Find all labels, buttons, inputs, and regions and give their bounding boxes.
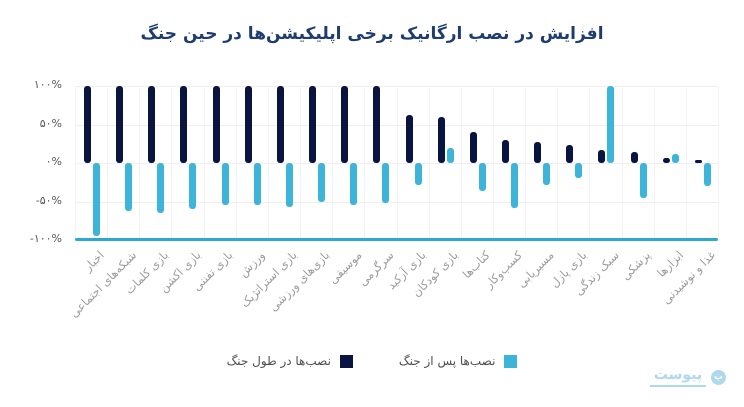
gridline-vertical [332, 86, 334, 240]
bar-during-war [373, 86, 381, 163]
bar-after-war [703, 163, 711, 187]
peivast-logo-text-wrap: پیوست [650, 367, 706, 387]
gridline-vertical [460, 86, 462, 240]
bar-after-war [446, 147, 454, 163]
bar-during-war [437, 116, 445, 163]
bar-during-war [148, 86, 156, 163]
y-axis-tick-label: -۵۰% [35, 193, 62, 207]
x-axis-category-label: اخبار [80, 248, 107, 275]
y-axis-tick-label: ۰% [45, 155, 62, 168]
bar-after-war [253, 163, 261, 205]
peivast-logo-underline [650, 385, 706, 387]
bar-during-war [212, 86, 220, 163]
bar-during-war [566, 145, 574, 163]
bar-after-war [607, 86, 615, 163]
bar-during-war [469, 132, 477, 163]
bar-after-war [189, 163, 197, 210]
bar-after-war [350, 163, 358, 205]
bar-during-war [84, 86, 91, 163]
bar-after-war [639, 163, 647, 199]
gridline-vertical [364, 86, 366, 240]
peivast-logo: پیوست پ [650, 367, 726, 387]
legend-swatch-after-war [504, 354, 518, 368]
plot-area [75, 86, 719, 241]
chart-title: افزایش در نصب ارگانیک برخی اپلیکیشن‌ها د… [140, 24, 604, 44]
y-axis-tick-label: ۱۰۰% [33, 78, 62, 91]
gridline-vertical [428, 86, 430, 240]
legend-swatch-during-war [339, 354, 353, 368]
x-axis-category-label: پزشکی [618, 248, 654, 283]
bar-during-war [276, 86, 284, 163]
gridline-vertical [492, 86, 494, 240]
peivast-logo-text: پیوست [653, 367, 703, 383]
bar-after-war [157, 163, 165, 214]
peivast-logo-circle-icon: پ [711, 369, 726, 385]
legend-item-during-war: نصب‌ها در طول جنگ [227, 354, 353, 368]
bar-during-war [694, 159, 702, 163]
gridline-vertical [653, 86, 655, 240]
gridline-vertical [685, 86, 687, 240]
bar-after-war [478, 163, 486, 191]
gridline-vertical [718, 86, 719, 240]
gridline-vertical [203, 86, 205, 240]
gridline-vertical [525, 86, 527, 240]
legend: نصب‌ها در طول جنگ نصب‌ها پس از جنگ [0, 354, 744, 368]
bar-during-war [598, 149, 606, 163]
bar-during-war [662, 158, 670, 163]
bar-during-war [309, 86, 316, 163]
gridline-vertical [235, 86, 237, 240]
bar-during-war [180, 86, 188, 163]
legend-label-during-war: نصب‌ها در طول جنگ [226, 354, 331, 368]
bar-during-war [630, 151, 638, 163]
gridline-vertical [75, 86, 76, 240]
bar-after-war [510, 163, 518, 208]
bar-after-war [318, 163, 325, 202]
bar-after-war [575, 163, 583, 178]
bar-after-war [382, 163, 390, 203]
gridline-vertical [396, 86, 398, 240]
bar-after-war [671, 153, 679, 163]
gridline-vertical [300, 86, 302, 240]
legend-label-after-war: نصب‌ها پس از جنگ [398, 354, 496, 368]
gridline-vertical [557, 86, 559, 240]
bar-during-war [244, 86, 252, 163]
bar-after-war [221, 163, 229, 205]
y-axis-tick-label: ۵۰% [39, 116, 62, 130]
gridline-vertical [171, 86, 173, 240]
gridline-vertical [139, 86, 141, 240]
bar-during-war [534, 142, 542, 163]
bar-during-war [116, 86, 124, 163]
gridline-vertical [107, 86, 109, 240]
bar-after-war [543, 163, 551, 185]
x-axis-baseline [75, 238, 718, 241]
y-axis-tick-label: -۱۰۰% [29, 232, 62, 245]
gridline-vertical [589, 86, 591, 240]
bar-after-war [414, 163, 422, 185]
gridline-vertical [267, 86, 269, 240]
legend-item-after-war: نصب‌ها پس از جنگ [399, 354, 518, 368]
bar-during-war [501, 139, 509, 163]
bar-after-war [125, 163, 133, 211]
bar-after-war [93, 163, 100, 237]
bar-after-war [285, 163, 293, 207]
gridline-vertical [621, 86, 623, 240]
bar-during-war [405, 114, 413, 163]
bar-during-war [341, 86, 349, 163]
